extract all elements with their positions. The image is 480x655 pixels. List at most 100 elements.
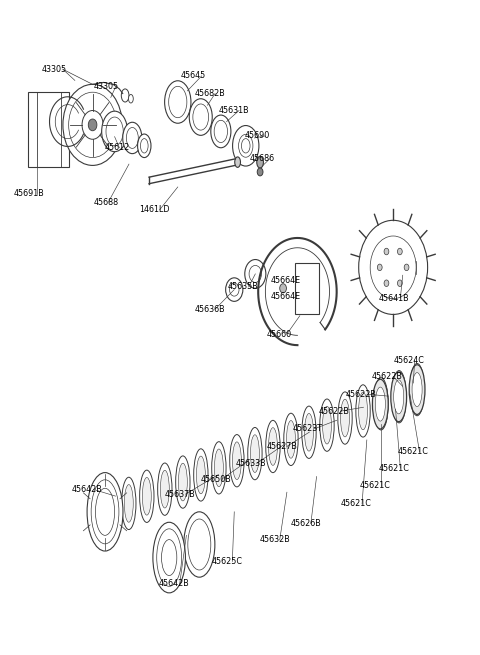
Ellipse shape — [96, 488, 115, 535]
Circle shape — [397, 280, 402, 286]
Ellipse shape — [372, 379, 388, 429]
Ellipse shape — [392, 371, 406, 423]
Ellipse shape — [266, 421, 280, 473]
Ellipse shape — [232, 442, 241, 479]
Ellipse shape — [248, 428, 262, 479]
Ellipse shape — [140, 470, 154, 523]
Ellipse shape — [395, 378, 404, 415]
Ellipse shape — [214, 121, 228, 143]
Text: 45636B: 45636B — [194, 305, 225, 314]
Text: 45625C: 45625C — [211, 557, 242, 566]
Ellipse shape — [359, 392, 368, 430]
Ellipse shape — [413, 371, 421, 409]
Ellipse shape — [157, 463, 172, 515]
Circle shape — [280, 284, 287, 293]
Ellipse shape — [338, 392, 352, 444]
Text: 43305: 43305 — [41, 65, 67, 74]
Ellipse shape — [302, 406, 316, 458]
Text: 45612: 45612 — [105, 143, 130, 152]
Circle shape — [377, 264, 382, 271]
Ellipse shape — [377, 385, 385, 422]
Ellipse shape — [230, 434, 244, 487]
Ellipse shape — [143, 477, 151, 515]
Circle shape — [249, 265, 262, 282]
Ellipse shape — [161, 540, 177, 576]
Ellipse shape — [241, 139, 250, 153]
Ellipse shape — [410, 364, 424, 416]
Ellipse shape — [287, 421, 295, 458]
Text: 45664E: 45664E — [271, 276, 301, 285]
Ellipse shape — [391, 372, 407, 422]
Text: 45621C: 45621C — [379, 464, 409, 472]
Ellipse shape — [196, 456, 205, 494]
Ellipse shape — [235, 157, 240, 168]
Text: 45621C: 45621C — [340, 500, 372, 508]
Ellipse shape — [176, 456, 190, 508]
Ellipse shape — [121, 477, 136, 529]
Text: 45632B: 45632B — [259, 535, 290, 544]
Text: 45621C: 45621C — [360, 481, 391, 490]
Text: 45660: 45660 — [266, 329, 291, 339]
Text: 45622B: 45622B — [345, 390, 376, 399]
Text: 45642B: 45642B — [72, 485, 102, 494]
Ellipse shape — [233, 126, 259, 166]
Circle shape — [384, 248, 389, 255]
Ellipse shape — [138, 134, 151, 158]
Ellipse shape — [153, 522, 185, 593]
Text: 45682B: 45682B — [194, 89, 225, 98]
Ellipse shape — [165, 81, 191, 123]
Circle shape — [397, 248, 402, 255]
Ellipse shape — [107, 492, 115, 529]
Circle shape — [82, 111, 103, 140]
Ellipse shape — [157, 529, 181, 586]
Ellipse shape — [375, 387, 385, 421]
Text: 45622B: 45622B — [372, 372, 403, 381]
Text: 45641B: 45641B — [379, 293, 409, 303]
Ellipse shape — [184, 512, 215, 577]
Text: 45688: 45688 — [94, 198, 119, 206]
Ellipse shape — [239, 134, 253, 157]
Ellipse shape — [194, 449, 208, 501]
Circle shape — [245, 259, 266, 288]
Ellipse shape — [212, 441, 226, 494]
Text: 45637B: 45637B — [164, 490, 195, 498]
Bar — [295, 263, 319, 314]
Ellipse shape — [193, 104, 209, 130]
Ellipse shape — [121, 89, 129, 102]
Ellipse shape — [251, 435, 259, 472]
Ellipse shape — [394, 380, 404, 414]
Ellipse shape — [215, 449, 223, 487]
Text: 45686: 45686 — [250, 155, 275, 163]
Text: 45664E: 45664E — [271, 291, 301, 301]
Text: 45690: 45690 — [245, 132, 270, 140]
Circle shape — [229, 283, 239, 296]
Text: 45621C: 45621C — [398, 447, 429, 456]
Text: 45650B: 45650B — [201, 475, 231, 483]
Ellipse shape — [179, 463, 187, 501]
Ellipse shape — [87, 473, 123, 551]
Ellipse shape — [189, 99, 212, 136]
Text: 45622B: 45622B — [319, 407, 350, 416]
Circle shape — [63, 84, 122, 166]
Text: 45645: 45645 — [180, 71, 205, 81]
Ellipse shape — [268, 428, 277, 465]
Text: 45642B: 45642B — [158, 579, 190, 588]
Ellipse shape — [102, 111, 128, 152]
Ellipse shape — [409, 365, 425, 415]
Ellipse shape — [124, 485, 133, 522]
Ellipse shape — [91, 480, 119, 544]
Text: 45633B: 45633B — [235, 459, 266, 468]
Ellipse shape — [304, 413, 313, 451]
Text: 45627B: 45627B — [266, 442, 297, 451]
Bar — [28, 92, 69, 168]
Circle shape — [88, 119, 97, 131]
Text: 45631B: 45631B — [218, 106, 249, 115]
Circle shape — [359, 220, 428, 314]
Circle shape — [370, 236, 416, 299]
Ellipse shape — [323, 406, 332, 444]
Ellipse shape — [126, 128, 138, 149]
Ellipse shape — [141, 139, 148, 153]
Ellipse shape — [168, 86, 187, 118]
Text: 45626B: 45626B — [290, 519, 321, 528]
Ellipse shape — [188, 519, 211, 570]
